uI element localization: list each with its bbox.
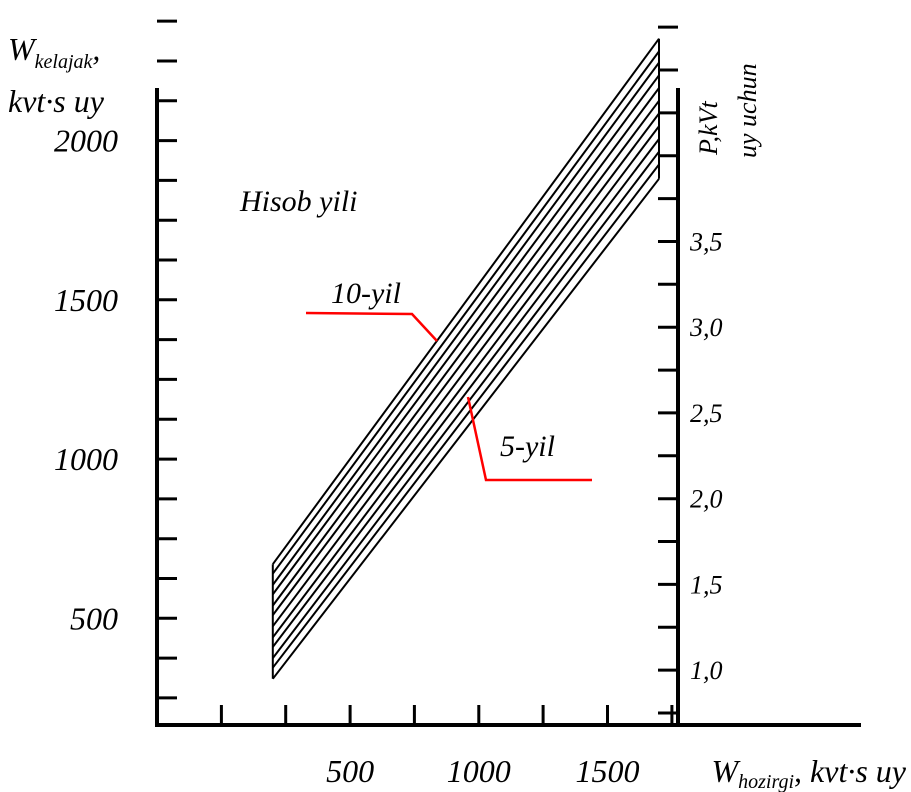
- x-tick-label-1500: 1500: [576, 753, 640, 789]
- series-line-9: [272, 138, 660, 648]
- series-line-2: [271, 50, 660, 575]
- annotation-10-yil: 10-yil: [331, 277, 401, 310]
- series-line-12: [272, 178, 660, 680]
- annotation-10-yil-leader: [305, 311, 438, 342]
- x-tick-label-1000: 1000: [447, 753, 511, 789]
- series-layer: [271, 38, 660, 680]
- text-layer: 500 1000 1500 2000 500 1000 1500 1,0 1,5 2,0 2,5 3,…: [8, 31, 907, 792]
- y-axis-title-line2: kvt·s uy: [8, 83, 105, 119]
- right-tick-label-3: 2,5: [690, 399, 723, 428]
- axes-layer: [155, 19, 861, 727]
- y-tick-label-1500: 1500: [54, 282, 118, 318]
- annotation-5-yil-leader: [466, 396, 592, 482]
- y-tick-label-500: 500: [70, 600, 118, 636]
- series-line-5: [271, 87, 660, 607]
- x-tick-label-500: 500: [326, 753, 374, 789]
- series-line-4: [271, 74, 660, 595]
- y-tick-label-1000: 1000: [54, 441, 118, 477]
- series-line-3: [271, 62, 660, 586]
- right-axis-title: P,kVt: [694, 101, 723, 156]
- y-axis-title: Wkelajak,: [8, 31, 100, 73]
- right-tick-label-5: 3,5: [689, 228, 723, 257]
- right-tick-label-0: 1,0: [690, 656, 723, 685]
- chart-title: Hisob yili: [239, 185, 358, 218]
- series-line-10: [272, 151, 660, 659]
- series-line-6: [272, 100, 660, 616]
- series-line-11: [272, 163, 660, 669]
- series-line-8: [272, 125, 660, 639]
- series-line-7: [272, 112, 660, 627]
- series-line-1: [271, 38, 660, 565]
- right-tick-label-2: 2,0: [690, 485, 723, 514]
- right-tick-label-4: 3,0: [689, 313, 723, 342]
- x-axis-title: Whozirgi, kvt·s uy: [711, 753, 906, 792]
- right-axis-title-line2: uy uchun: [733, 63, 762, 158]
- right-tick-label-1: 1,5: [690, 570, 723, 599]
- annotation-5-yil: 5-yil: [500, 430, 555, 463]
- y-tick-label-2000: 2000: [54, 123, 118, 159]
- annotation-layer: [305, 311, 592, 482]
